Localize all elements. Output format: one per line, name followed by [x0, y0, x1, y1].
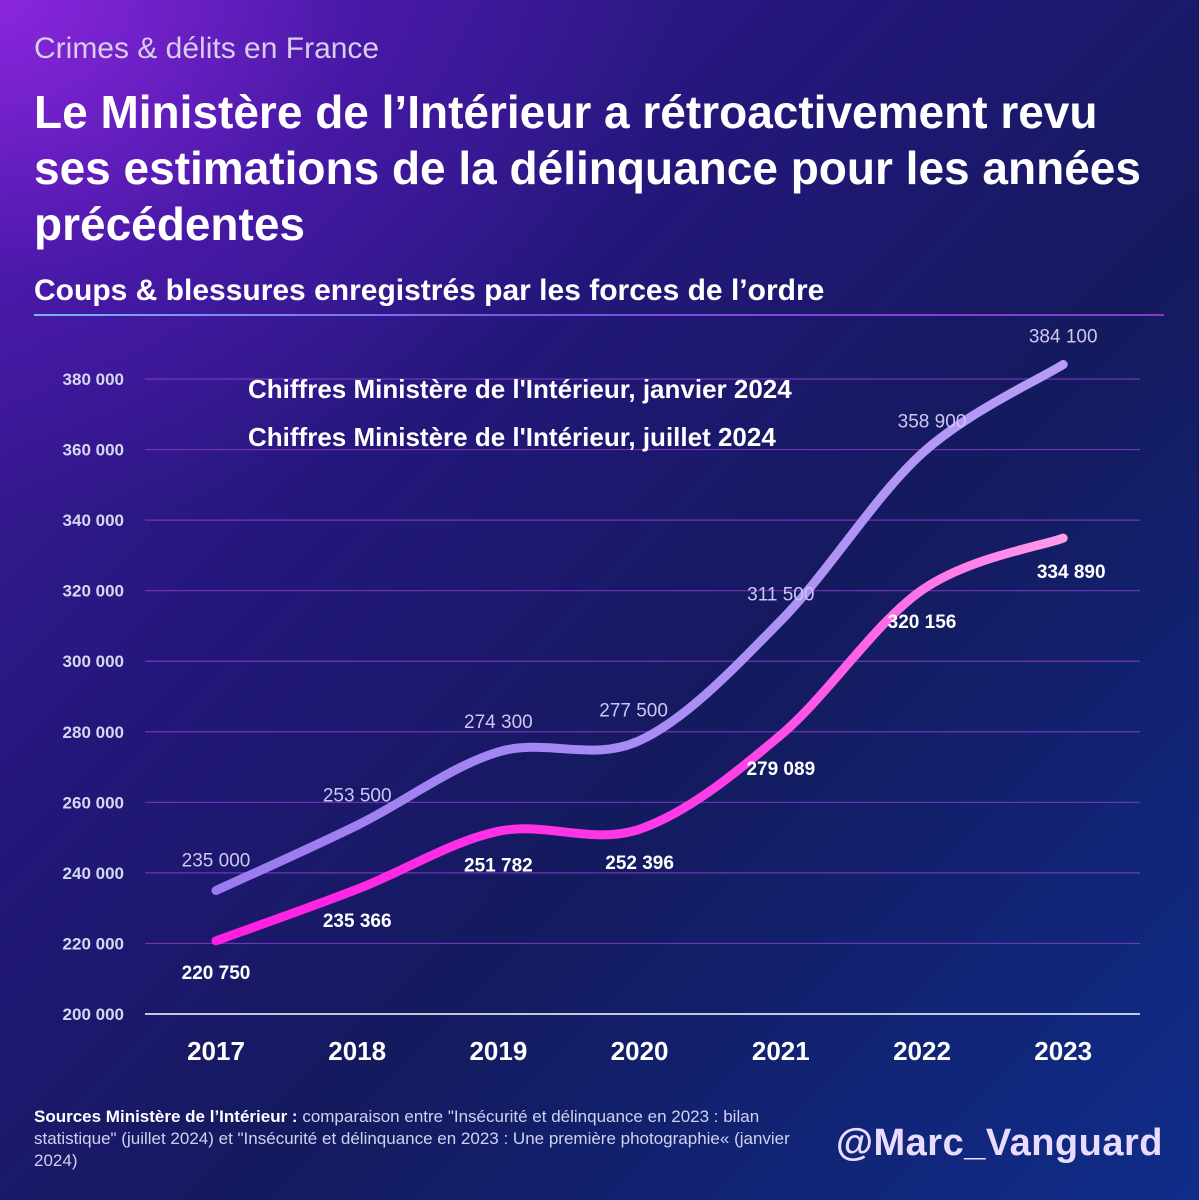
y-tick-label: 320 000 [63, 582, 124, 601]
legend-item-janvier-2024: Chiffres Ministère de l'Intérieur, janvi… [195, 374, 792, 404]
y-tick-label: 300 000 [63, 652, 124, 671]
x-tick-label: 2022 [893, 1036, 951, 1066]
x-tick-label: 2021 [752, 1036, 810, 1066]
legend-label: Chiffres Ministère de l'Intérieur, janvi… [248, 374, 792, 404]
series-line-janvier-2024 [211, 360, 1068, 896]
grid [145, 378, 1140, 945]
data-label-juillet: 252 396 [605, 853, 674, 874]
series-lines [211, 360, 1068, 946]
author-handle: @Marc_Vanguard [835, 1122, 1163, 1164]
data-label-juillet: 320 156 [888, 612, 957, 633]
y-tick-label: 340 000 [63, 511, 124, 530]
data-label-janvier: 274 300 [464, 712, 533, 733]
source-text: comparaison entre "Insécurité et délinqu… [34, 1107, 790, 1170]
legend-label: Chiffres Ministère de l'Intérieur, juill… [248, 422, 776, 452]
data-label-janvier: 358 900 [898, 411, 967, 432]
x-tick-label: 2018 [328, 1036, 386, 1066]
data-label-janvier: 384 100 [1029, 327, 1098, 348]
data-label-janvier: 253 500 [323, 785, 392, 806]
source-note: Sources Ministère de l’Intérieur : compa… [34, 1106, 834, 1172]
legend: Chiffres Ministère de l'Intérieur, janvi… [195, 374, 792, 452]
y-tick-label: 200 000 [63, 1005, 124, 1024]
data-label-janvier: 311 500 [747, 585, 814, 606]
data-label-janvier: 235 000 [182, 851, 251, 872]
y-tick-label: 240 000 [63, 864, 124, 883]
y-tick-label: 260 000 [63, 793, 124, 812]
data-label-juillet: 235 366 [323, 911, 392, 932]
series-line-juillet-2024 [211, 533, 1068, 946]
axes: 200 000 220 000 240 000 260 000 280 000 300 0… [63, 370, 1140, 1066]
data-label-juillet: 220 750 [182, 963, 251, 984]
data-label-juillet: 251 782 [464, 855, 533, 876]
legend-item-juillet-2024: Chiffres Ministère de l'Intérieur, juill… [195, 422, 776, 452]
x-tick-label: 2023 [1034, 1036, 1092, 1066]
data-label-janvier: 277 500 [599, 701, 668, 722]
page-title: Le Ministère de l’Intérieur a rétroactiv… [34, 86, 1141, 250]
subtitle-underline [34, 314, 1164, 316]
supertitle: Crimes & délits en France [34, 32, 380, 65]
x-tick-label: 2020 [611, 1036, 669, 1066]
y-tick-label: 360 000 [63, 441, 124, 460]
chart-subtitle: Coups & blessures enregistrés par les fo… [34, 274, 825, 307]
y-tick-label: 220 000 [63, 934, 124, 953]
source-label: Sources Ministère de l’Intérieur : [34, 1107, 298, 1126]
x-tick-label: 2019 [469, 1036, 527, 1066]
data-labels: 235 000 253 500 274 300 277 500 311 500 358 9… [182, 327, 1106, 984]
y-tick-label: 280 000 [63, 723, 124, 742]
x-tick-label: 2017 [187, 1036, 245, 1066]
data-label-juillet: 334 890 [1037, 562, 1106, 583]
y-tick-label: 380 000 [63, 370, 124, 389]
data-label-juillet: 279 089 [746, 759, 815, 780]
